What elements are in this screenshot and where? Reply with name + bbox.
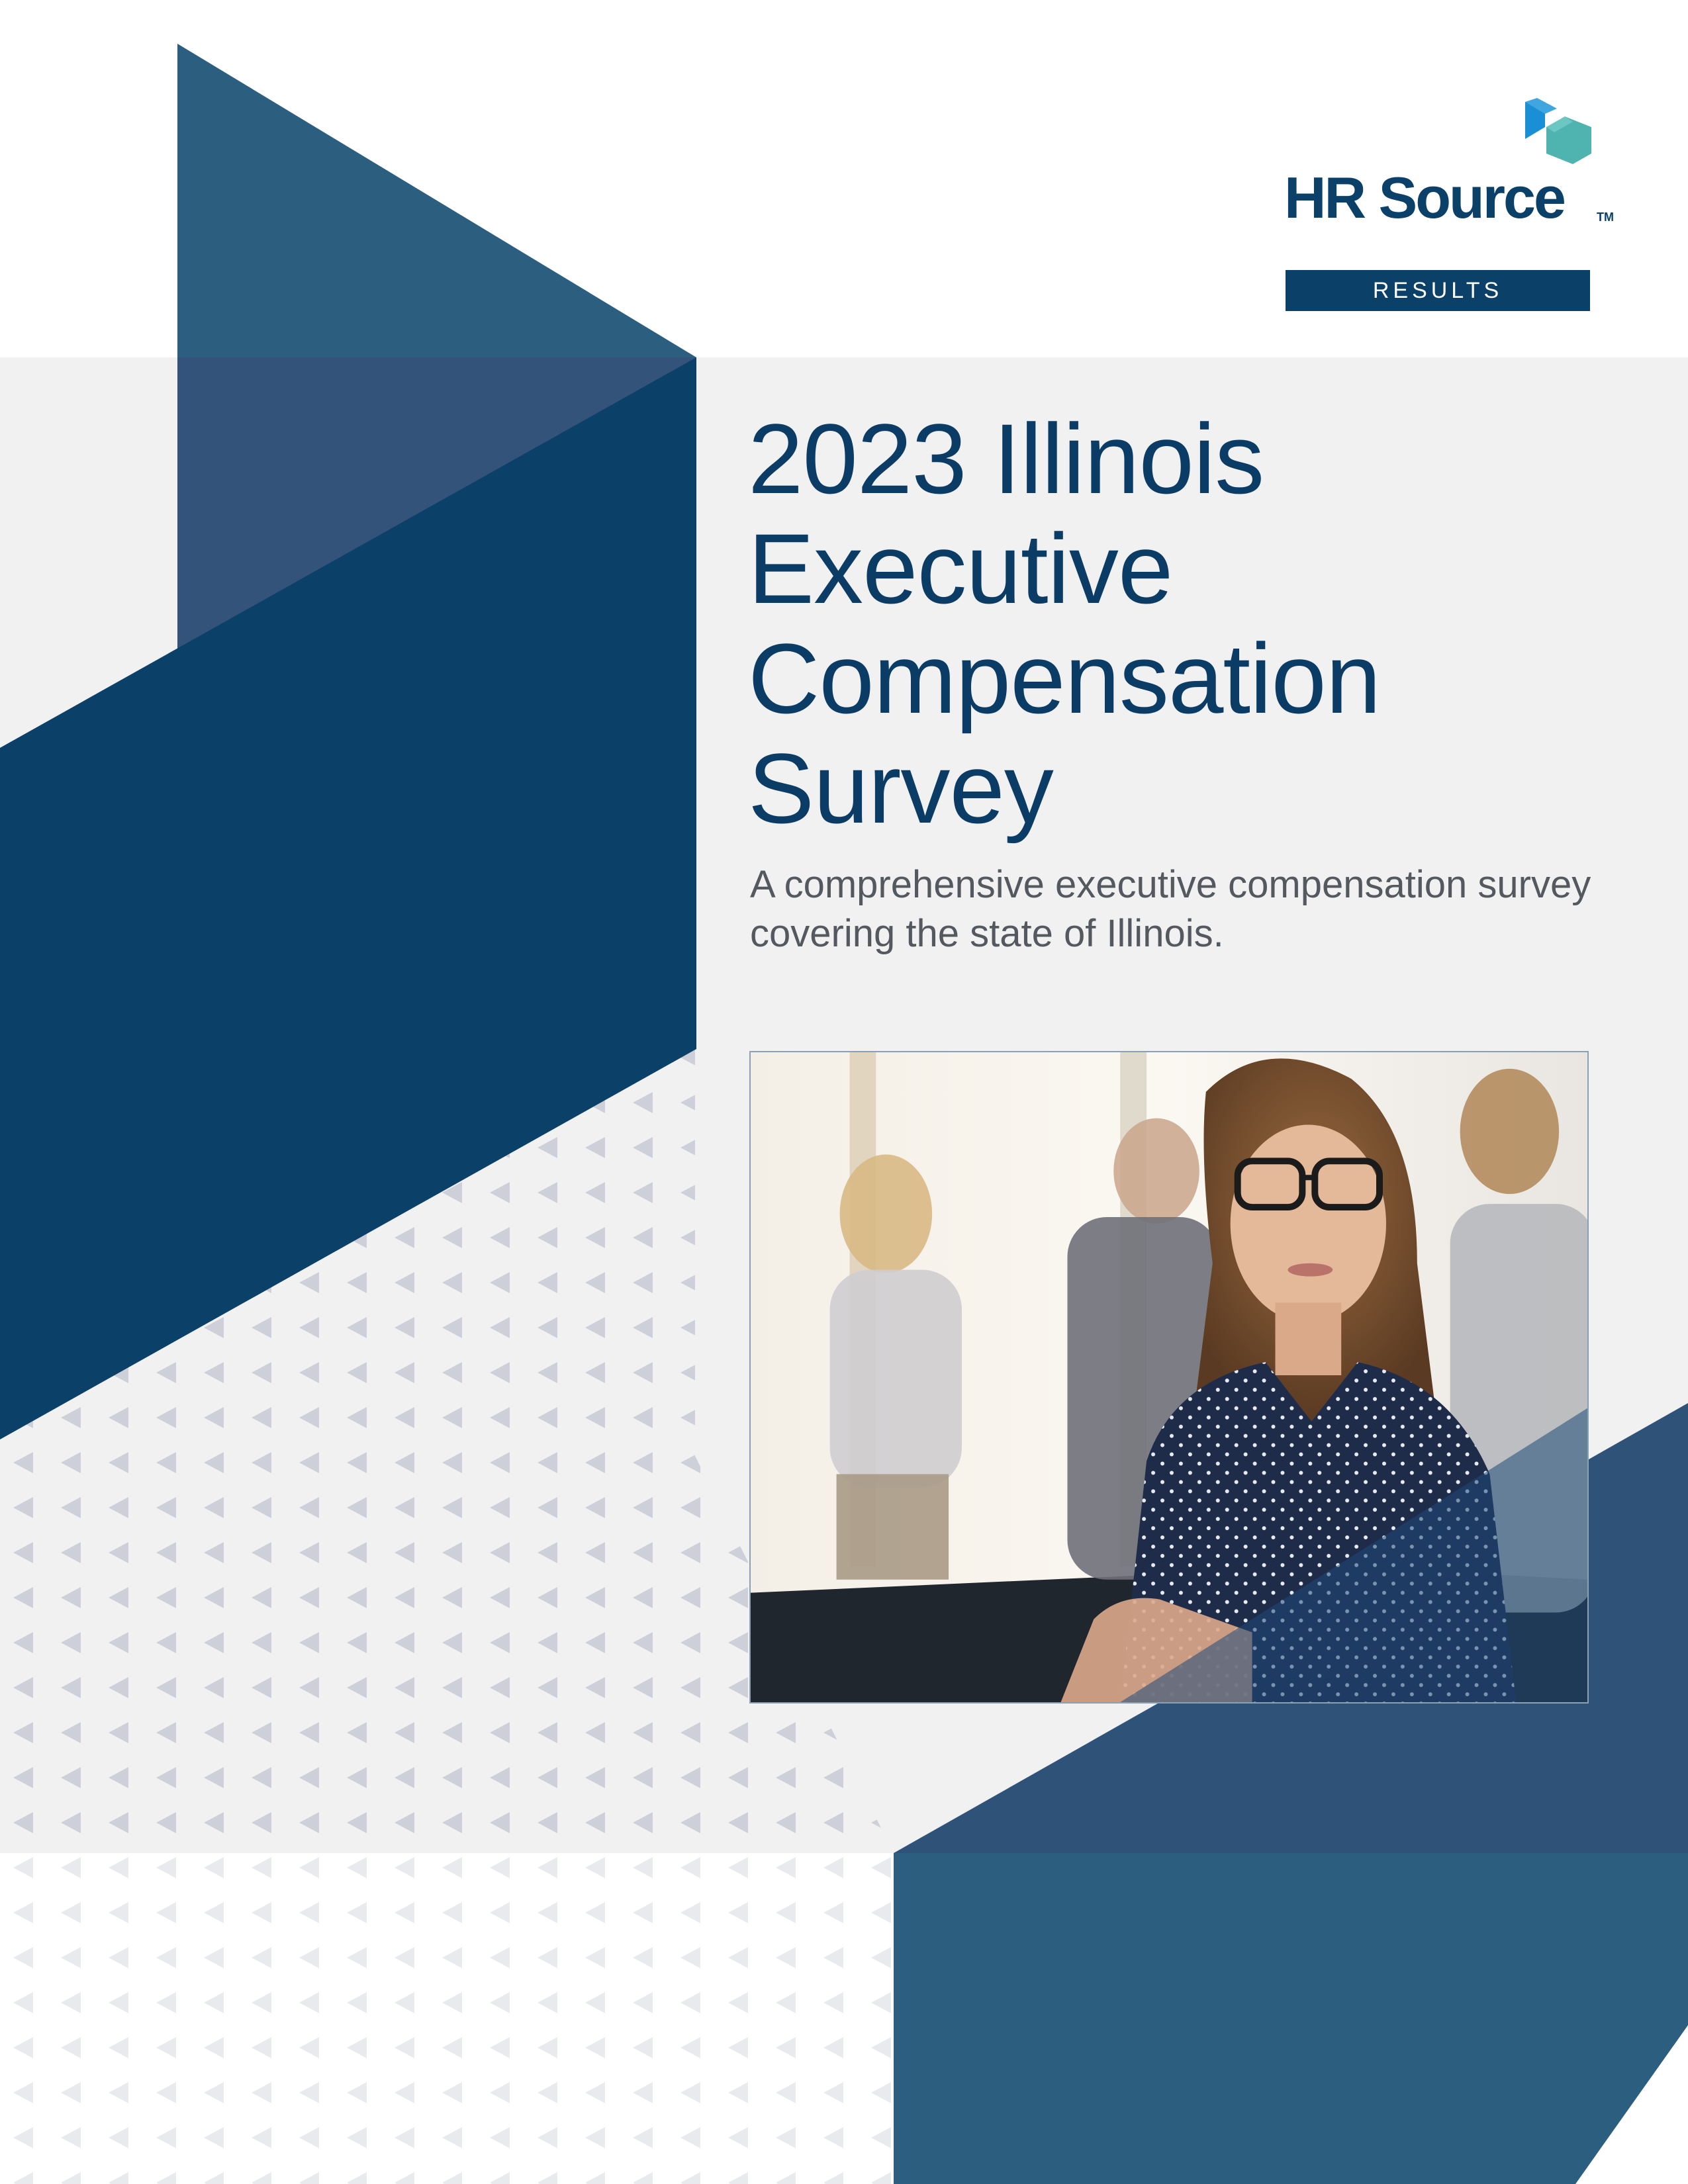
results-badge: RESULTS <box>1286 270 1590 311</box>
white-corner <box>1575 2105 1688 2184</box>
hr-source-logo-mark-icon <box>1525 98 1591 164</box>
bottom-right-panel <box>894 1853 1688 2184</box>
cover-title: 2023 Illinois Executive Compensation Sur… <box>748 404 1609 843</box>
trademark-symbol: TM <box>1597 210 1614 224</box>
lower-white-band <box>0 1853 894 2184</box>
title-line-3: Compensation <box>748 623 1381 734</box>
cover-photo <box>749 1051 1589 1704</box>
title-line-4: Survey <box>748 733 1054 844</box>
title-line-1: 2023 Illinois <box>748 403 1264 514</box>
title-line-2: Executive <box>748 513 1173 624</box>
cover-subtitle: A comprehensive executive compensation s… <box>750 863 1591 955</box>
navy-chevron <box>0 357 696 1439</box>
logo-wordmark: HR Source <box>1284 165 1566 230</box>
